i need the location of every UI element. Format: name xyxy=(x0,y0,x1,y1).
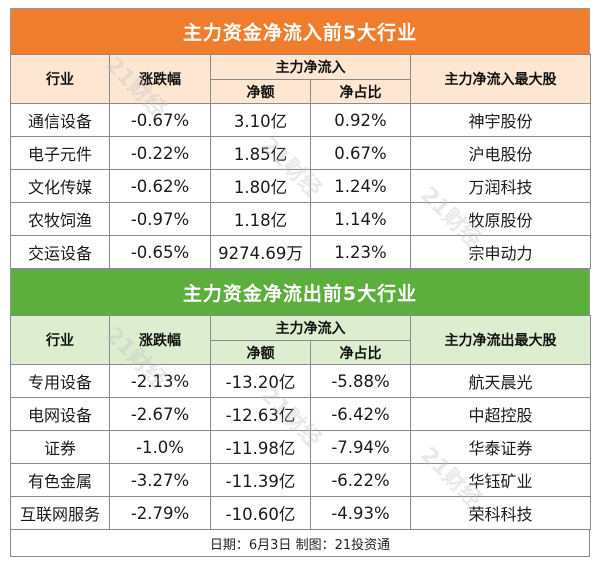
industry-cell: 通信设备 xyxy=(10,103,110,137)
net-amount-cell: -13.20亿 xyxy=(210,364,311,398)
net-ratio-cell: 1.24% xyxy=(310,169,411,203)
change-cell: -1.0% xyxy=(109,430,211,464)
col-header-change: 涨跌幅 xyxy=(109,54,211,104)
col-header-top-stock: 主力净流出最大股 xyxy=(410,315,591,365)
change-cell: -0.67% xyxy=(109,103,211,137)
industry-cell: 农牧饲渔 xyxy=(10,202,110,236)
footer-credit: 日期：6月3日 制图：21投资通 xyxy=(10,530,590,557)
top-stock-cell: 万润科技 xyxy=(410,169,591,203)
top-stock-cell: 神宇股份 xyxy=(410,103,591,137)
industry-cell: 电网设备 xyxy=(10,397,110,431)
col-header-net-amount: 净额 xyxy=(210,340,311,365)
industry-cell: 电子元件 xyxy=(10,136,110,170)
change-cell: -2.13% xyxy=(109,364,211,398)
col-header-net-amount: 净额 xyxy=(210,79,311,104)
top-stock-cell: 中超控股 xyxy=(410,397,591,431)
top-stock-cell: 牧原股份 xyxy=(410,202,591,236)
inflow-title: 主力资金净流入前5大行业 xyxy=(10,8,590,54)
table-row: 电网设备 -2.67% -12.63亿 -6.42% 中超控股 xyxy=(10,397,591,431)
industry-cell: 有色金属 xyxy=(10,463,110,497)
table-row: 通信设备 -0.67% 3.10亿 0.92% 神宇股份 xyxy=(10,103,591,137)
net-amount-cell: 9274.69万 xyxy=(210,235,311,269)
top-stock-cell: 宗申动力 xyxy=(410,235,591,269)
change-cell: -0.22% xyxy=(109,136,211,170)
net-ratio-cell: -7.94% xyxy=(310,430,411,464)
outflow-table: 行业 涨跌幅 主力净流入 主力净流出最大股 净额 净占比 专用设备 -2.13%… xyxy=(10,315,591,530)
industry-cell: 互联网服务 xyxy=(10,496,110,530)
net-amount-cell: 1.18亿 xyxy=(210,202,311,236)
table-row: 农牧饲渔 -0.97% 1.18亿 1.14% 牧原股份 xyxy=(10,202,591,236)
industry-cell: 证券 xyxy=(10,430,110,464)
net-amount-cell: 3.10亿 xyxy=(210,103,311,137)
col-header-top-stock: 主力净流入最大股 xyxy=(410,54,591,104)
table-row: 证券 -1.0% -11.98亿 -7.94% 华泰证券 xyxy=(10,430,591,464)
table-row: 文化传媒 -0.62% 1.80亿 1.24% 万润科技 xyxy=(10,169,591,203)
col-header-net-ratio: 净占比 xyxy=(310,79,411,104)
fund-flow-report: 主力资金净流入前5大行业 行业 涨跌幅 主力净流入 主力净流入最大股 净额 净占… xyxy=(10,8,591,557)
net-ratio-cell: 1.23% xyxy=(310,235,411,269)
change-cell: -0.65% xyxy=(109,235,211,269)
table-row: 有色金属 -3.27% -11.39亿 -6.22% 华钰矿业 xyxy=(10,463,591,497)
col-header-group: 主力净流入 xyxy=(210,54,411,80)
net-ratio-cell: -6.22% xyxy=(310,463,411,497)
inflow-table: 行业 涨跌幅 主力净流入 主力净流入最大股 净额 净占比 通信设备 -0.67%… xyxy=(10,54,591,269)
col-header-group: 主力净流入 xyxy=(210,315,411,341)
col-header-industry: 行业 xyxy=(10,315,110,365)
net-amount-cell: -10.60亿 xyxy=(210,496,311,530)
col-header-change: 涨跌幅 xyxy=(109,315,211,365)
top-stock-cell: 荣科科技 xyxy=(410,496,591,530)
change-cell: -0.97% xyxy=(109,202,211,236)
top-stock-cell: 华钰矿业 xyxy=(410,463,591,497)
table-row: 电子元件 -0.22% 1.85亿 0.67% 沪电股份 xyxy=(10,136,591,170)
col-header-industry: 行业 xyxy=(10,54,110,104)
change-cell: -0.62% xyxy=(109,169,211,203)
change-cell: -2.79% xyxy=(109,496,211,530)
net-ratio-cell: -5.88% xyxy=(310,364,411,398)
outflow-title: 主力资金净流出前5大行业 xyxy=(10,269,590,315)
net-amount-cell: 1.80亿 xyxy=(210,169,311,203)
industry-cell: 文化传媒 xyxy=(10,169,110,203)
table-row: 交运设备 -0.65% 9274.69万 1.23% 宗申动力 xyxy=(10,235,591,269)
net-ratio-cell: 0.67% xyxy=(310,136,411,170)
industry-cell: 交运设备 xyxy=(10,235,110,269)
net-amount-cell: -11.39亿 xyxy=(210,463,311,497)
table-row: 专用设备 -2.13% -13.20亿 -5.88% 航天晨光 xyxy=(10,364,591,398)
net-ratio-cell: -4.93% xyxy=(310,496,411,530)
col-header-net-ratio: 净占比 xyxy=(310,340,411,365)
net-amount-cell: 1.85亿 xyxy=(210,136,311,170)
top-stock-cell: 航天晨光 xyxy=(410,364,591,398)
net-ratio-cell: -6.42% xyxy=(310,397,411,431)
industry-cell: 专用设备 xyxy=(10,364,110,398)
top-stock-cell: 沪电股份 xyxy=(410,136,591,170)
table-row: 互联网服务 -2.79% -10.60亿 -4.93% 荣科科技 xyxy=(10,496,591,530)
top-stock-cell: 华泰证券 xyxy=(410,430,591,464)
net-ratio-cell: 1.14% xyxy=(310,202,411,236)
change-cell: -3.27% xyxy=(109,463,211,497)
net-amount-cell: -11.98亿 xyxy=(210,430,311,464)
net-amount-cell: -12.63亿 xyxy=(210,397,311,431)
change-cell: -2.67% xyxy=(109,397,211,431)
net-ratio-cell: 0.92% xyxy=(310,103,411,137)
